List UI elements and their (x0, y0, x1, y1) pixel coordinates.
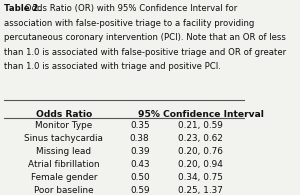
Text: 95% Confidence Interval: 95% Confidence Interval (138, 110, 264, 119)
Text: than 1.0 is associated with false-positive triage and OR of greater: than 1.0 is associated with false-positi… (4, 48, 286, 57)
Text: than 1.0 is associated with triage and positive PCI.: than 1.0 is associated with triage and p… (4, 62, 221, 71)
Text: 0.35: 0.35 (130, 121, 149, 130)
Text: Atrial fibrillation: Atrial fibrillation (28, 160, 100, 169)
Text: Monitor Type: Monitor Type (35, 121, 92, 130)
Text: 0.50: 0.50 (130, 173, 149, 182)
Text: Odds Ratio: Odds Ratio (36, 110, 92, 119)
Text: 0.43: 0.43 (130, 160, 149, 169)
Text: 0.23, 0.62: 0.23, 0.62 (178, 134, 223, 143)
Text: Table 2.: Table 2. (4, 4, 42, 13)
Text: association with false-positive triage to a facility providing: association with false-positive triage t… (4, 19, 255, 28)
Text: 0.39: 0.39 (130, 147, 149, 156)
Text: Poor baseline: Poor baseline (34, 186, 94, 195)
Text: 0.20, 0.76: 0.20, 0.76 (178, 147, 223, 156)
Text: percutaneous coronary intervention (PCI). Note that an OR of less: percutaneous coronary intervention (PCI)… (4, 33, 286, 42)
Text: Female gender: Female gender (31, 173, 97, 182)
Text: 0.21, 0.59: 0.21, 0.59 (178, 121, 223, 130)
Text: 0.20, 0.94: 0.20, 0.94 (178, 160, 223, 169)
Text: 0.34, 0.75: 0.34, 0.75 (178, 173, 223, 182)
Text: Sinus tachycardia: Sinus tachycardia (24, 134, 103, 143)
Text: Missing lead: Missing lead (36, 147, 91, 156)
Text: 0.38: 0.38 (130, 134, 150, 143)
Text: 0.25, 1.37: 0.25, 1.37 (178, 186, 223, 195)
Text: 0.59: 0.59 (130, 186, 149, 195)
Text: Odds Ratio (OR) with 95% Confidence Interval for: Odds Ratio (OR) with 95% Confidence Inte… (22, 4, 237, 13)
